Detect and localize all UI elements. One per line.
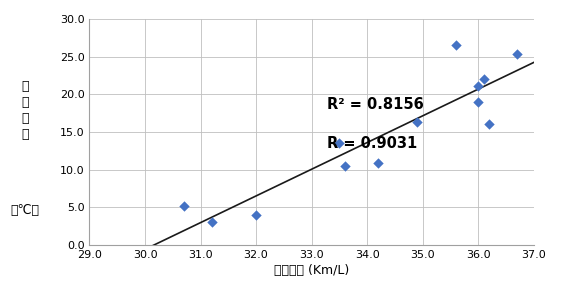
X-axis label: 平均燃費 (Km/L): 平均燃費 (Km/L) <box>274 264 349 277</box>
Point <box>452 43 461 48</box>
Point <box>412 120 421 124</box>
Text: 平
均
気
温: 平 均 気 温 <box>21 81 29 141</box>
Point <box>374 161 383 165</box>
Point <box>473 100 482 104</box>
Text: （℃）: （℃） <box>11 204 40 217</box>
Point <box>180 204 188 208</box>
Text: R = 0.9031: R = 0.9031 <box>327 136 417 151</box>
Point <box>335 141 344 146</box>
Point <box>513 51 522 56</box>
Point <box>341 164 350 168</box>
Point <box>251 213 260 217</box>
Text: R² = 0.8156: R² = 0.8156 <box>327 97 424 112</box>
Point <box>207 220 216 225</box>
Point <box>485 122 494 127</box>
Point <box>479 77 488 81</box>
Point <box>473 84 482 88</box>
